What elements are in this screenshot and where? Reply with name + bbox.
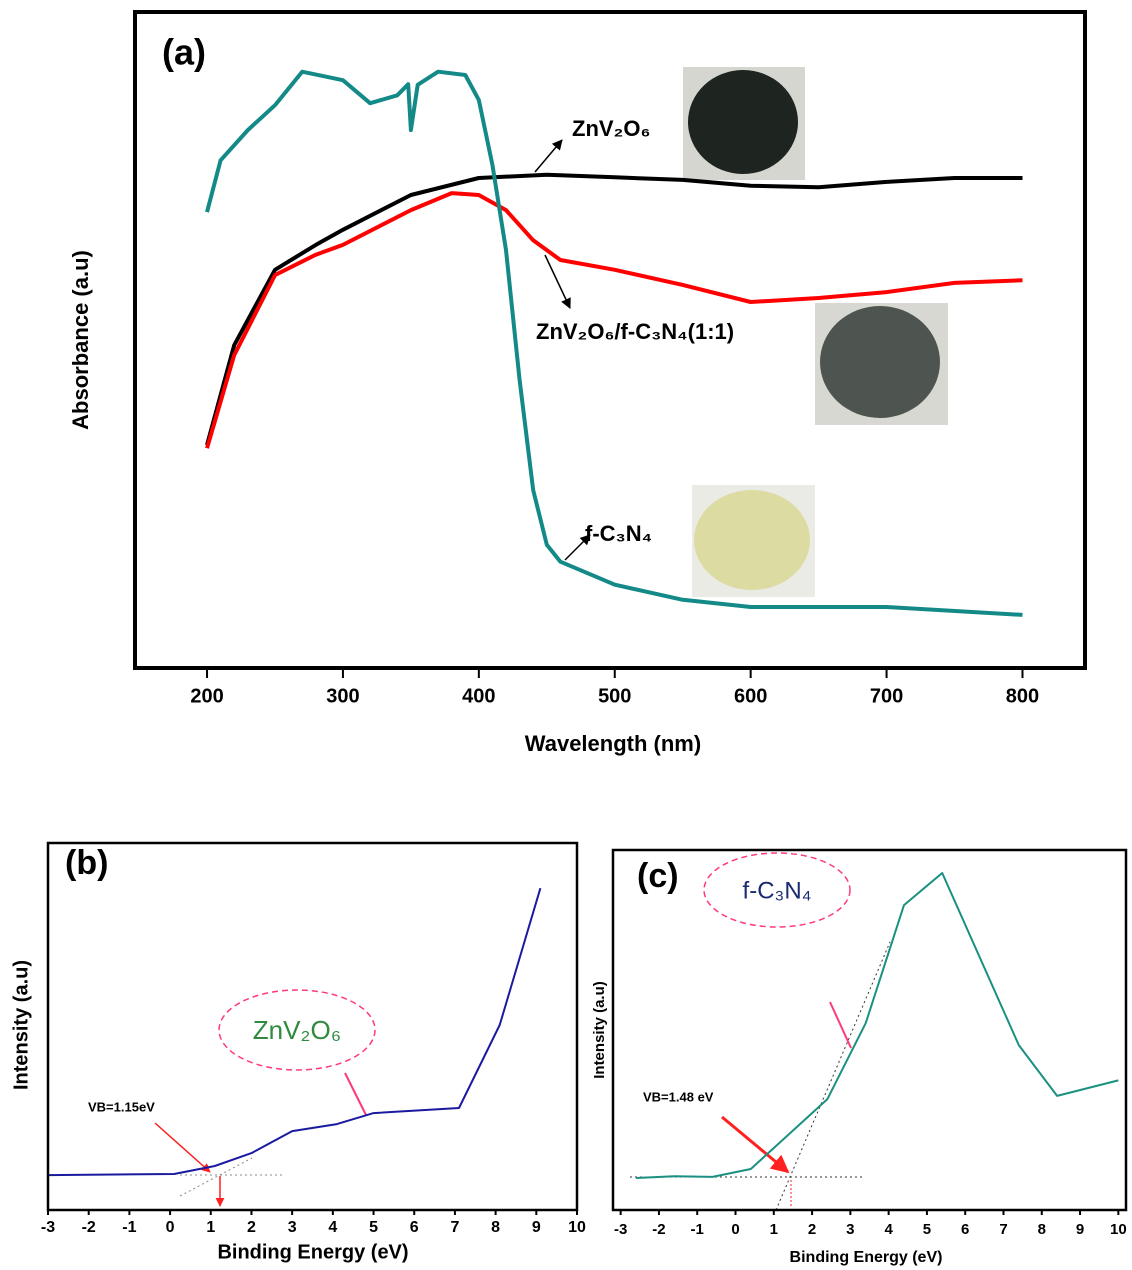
y-axis-label: Intensity (a.u) xyxy=(591,981,608,1079)
annotation: VB=1.48 eV xyxy=(643,1089,714,1104)
x-tick-label: 1 xyxy=(206,1219,215,1236)
x-tick-label: 4 xyxy=(328,1219,337,1236)
page: {"chart_data": [ {"type": "line", "title… xyxy=(0,0,1132,1270)
x-tick-label: -1 xyxy=(691,1221,704,1238)
pointer xyxy=(345,1073,366,1115)
chart-title: (a) xyxy=(162,32,206,73)
x-tick-label: 2 xyxy=(247,1219,256,1236)
powder xyxy=(688,70,798,174)
x-tick-label: 300 xyxy=(326,685,359,707)
x-tick-label: 2 xyxy=(808,1221,816,1238)
plot-frame xyxy=(613,850,1126,1210)
x-tick-label: 7 xyxy=(450,1219,459,1236)
x-tick-label: -2 xyxy=(82,1219,96,1236)
pointer xyxy=(830,1002,851,1048)
dotted-line xyxy=(776,942,890,1210)
series-label: ZnV₂O₆ xyxy=(253,1015,342,1045)
x-tick-label: -3 xyxy=(614,1221,627,1238)
annotation: VB=1.15eV xyxy=(88,1099,155,1114)
x-tick-label: -1 xyxy=(122,1219,136,1236)
series-line xyxy=(636,873,1118,1178)
x-axis-label: Binding Energy (eV) xyxy=(217,1241,408,1263)
series-label: f-C₃N₄ xyxy=(743,877,812,904)
x-tick-label: 400 xyxy=(462,685,495,707)
x-tick-label: 8 xyxy=(1038,1221,1046,1238)
x-tick-label: 600 xyxy=(734,685,767,707)
x-tick-label: -2 xyxy=(652,1221,665,1238)
series-label: ZnV₂O₆/f-C₃N₄(1:1) xyxy=(536,319,734,344)
series-label: ZnV₂O₆ xyxy=(572,116,650,141)
x-tick-label: 700 xyxy=(870,685,903,707)
x-tick-label: 6 xyxy=(410,1219,419,1236)
figure: ZnV₂O₆ZnV₂O₆/f-C₃N₄(1:1)f-C₃N₄2003004005… xyxy=(0,0,1132,1270)
x-tick-label: 5 xyxy=(369,1219,378,1236)
x-tick-label: 1 xyxy=(770,1221,778,1238)
x-tick-label: -3 xyxy=(41,1219,55,1236)
x-axis-label: Binding Energy (eV) xyxy=(790,1249,943,1266)
series-label: f-C₃N₄ xyxy=(585,521,652,546)
x-tick-label: 3 xyxy=(288,1219,297,1236)
y-axis-label: Intensity (a.u) xyxy=(10,960,32,1090)
x-tick-label: 10 xyxy=(568,1219,586,1236)
powder xyxy=(694,490,810,590)
x-tick-label: 800 xyxy=(1006,685,1039,707)
x-tick-label: 7 xyxy=(999,1221,1007,1238)
chart-title: (c) xyxy=(637,857,679,895)
x-tick-label: 0 xyxy=(166,1219,175,1236)
x-tick-label: 4 xyxy=(884,1221,893,1238)
dotted-line xyxy=(180,1158,252,1196)
x-tick-label: 3 xyxy=(846,1221,854,1238)
x-axis-label: Wavelength (nm) xyxy=(525,731,701,756)
x-tick-label: 5 xyxy=(923,1221,931,1238)
arrow xyxy=(535,140,562,172)
y-axis-label: Absorbance (a.u) xyxy=(68,250,93,430)
x-tick-label: 200 xyxy=(190,685,223,707)
x-tick-label: 8 xyxy=(491,1219,500,1236)
x-tick-label: 9 xyxy=(1076,1221,1084,1238)
x-tick-label: 9 xyxy=(532,1219,541,1236)
chart-title: (b) xyxy=(65,844,108,882)
x-tick-label: 6 xyxy=(961,1221,969,1238)
x-tick-label: 0 xyxy=(731,1221,739,1238)
x-tick-label: 500 xyxy=(598,685,631,707)
x-tick-label: 10 xyxy=(1110,1221,1127,1238)
powder xyxy=(820,306,940,418)
arrow xyxy=(155,1123,210,1172)
